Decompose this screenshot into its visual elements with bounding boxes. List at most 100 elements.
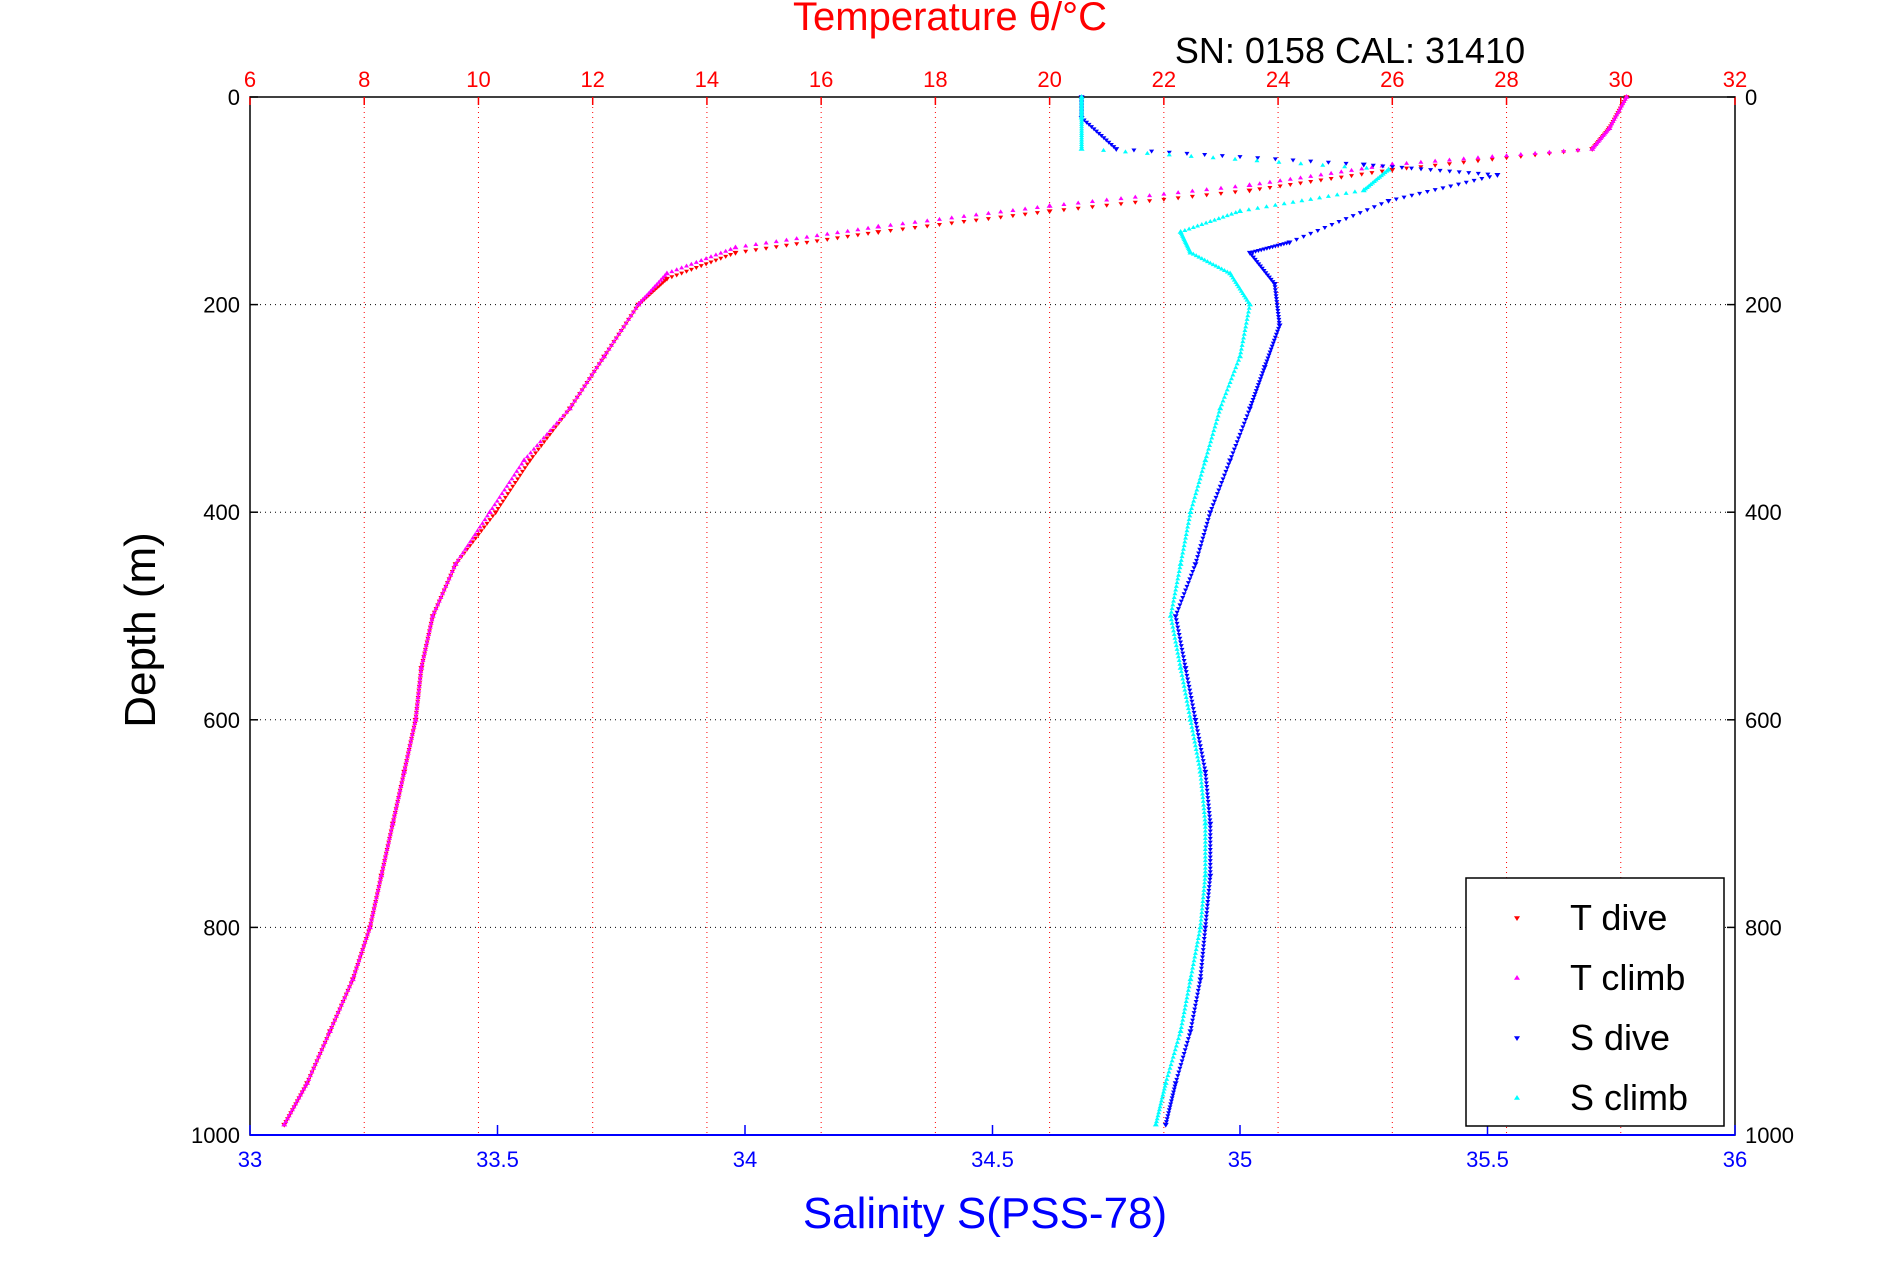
data-point-interp: [1154, 1116, 1160, 1121]
data-point-interp: [502, 495, 508, 500]
data-point-interp: [589, 372, 595, 377]
tick-label-salinity: 36: [1723, 1147, 1747, 1172]
data-point: [1046, 202, 1053, 208]
data-point-interp: [763, 240, 769, 245]
data-point: [1246, 301, 1253, 307]
data-point-interp: [396, 795, 401, 800]
data-point-interp: [834, 230, 840, 235]
data-point-interp: [1233, 210, 1239, 215]
data-point-interp: [1161, 1089, 1167, 1094]
data-point-interp: [1171, 1090, 1177, 1095]
data-point-interp: [1169, 1058, 1175, 1063]
data-point-interp: [406, 746, 412, 751]
data-point-interp: [1195, 936, 1201, 941]
data-point-interp: [912, 225, 918, 230]
data-point: [875, 223, 882, 229]
data-point-interp: [814, 239, 820, 244]
data-point-interp: [306, 1076, 312, 1081]
data-point-interp: [1202, 843, 1208, 848]
data-point-interp: [804, 234, 810, 239]
data-point-interp: [804, 240, 810, 245]
data-point-interp: [1418, 165, 1424, 170]
data-point-interp: [1198, 776, 1204, 781]
data-point-interp: [1079, 126, 1085, 131]
data-point-interp: [382, 854, 388, 859]
data-point-interp: [684, 269, 690, 274]
x-axis-label: Salinity S(PSS-78): [803, 1189, 1167, 1238]
data-point-interp: [1179, 554, 1185, 559]
data-point-interp: [1101, 147, 1107, 152]
data-point-interp: [307, 1073, 313, 1078]
data-point-interp: [1276, 314, 1282, 319]
data-point-interp: [1211, 428, 1217, 433]
data-point: [732, 244, 739, 250]
data-point-interp: [426, 632, 432, 637]
data-point-interp: [505, 492, 511, 497]
data-point-interp: [1166, 1069, 1172, 1074]
data-point-interp: [1308, 159, 1314, 164]
data-point-interp: [763, 246, 769, 251]
data-point-interp: [1204, 259, 1210, 264]
data-point-interp: [418, 672, 424, 677]
data-point-interp: [1315, 228, 1321, 233]
data-point-interp: [1010, 207, 1016, 212]
data-point-interp: [1184, 1040, 1190, 1045]
data-point-interp: [1301, 234, 1307, 239]
data-point: [1237, 208, 1243, 213]
data-point: [601, 353, 608, 359]
data-point-interp: [335, 1010, 341, 1015]
data-point-interp: [301, 1086, 307, 1091]
tick-label-temperature: 30: [1609, 67, 1633, 92]
data-point-interp: [1246, 207, 1252, 212]
data-point-interp: [639, 297, 645, 302]
data-point-interp: [1202, 832, 1208, 837]
data-point-interp: [1364, 165, 1370, 170]
data-point-interp: [1575, 147, 1581, 152]
data-point-interp: [1343, 217, 1349, 222]
data-point-interp: [1084, 120, 1090, 125]
data-point-interp: [1267, 350, 1273, 355]
data-point-interp: [1199, 256, 1205, 261]
tick-label-temperature: 26: [1380, 67, 1404, 92]
data-point-interp: [366, 928, 372, 933]
data-point-interp: [1106, 140, 1112, 145]
data-point-interp: [1189, 699, 1195, 704]
data-point-interp: [387, 832, 393, 837]
data-point-interp: [1210, 262, 1216, 267]
data-point-interp: [599, 357, 605, 362]
data-point-interp: [413, 713, 419, 718]
data-point-interp: [1186, 984, 1192, 989]
data-point-interp: [1250, 255, 1256, 260]
data-point-interp: [1389, 165, 1395, 170]
data-point-interp: [1239, 342, 1245, 347]
chart-title: Temperature θ/°C: [793, 0, 1107, 39]
data-point-interp: [1194, 996, 1200, 1001]
data-point-interp: [381, 861, 387, 866]
data-point-interp: [1180, 676, 1186, 681]
data-point-interp: [1224, 387, 1230, 392]
data-point-interp: [1308, 231, 1314, 236]
data-point-interp: [662, 273, 668, 278]
data-point-interp: [1191, 1011, 1197, 1016]
data-point-interp: [1261, 268, 1267, 273]
data-point-interp: [1369, 171, 1375, 176]
data-point-interp: [1191, 498, 1197, 503]
data-point-interp: [1271, 338, 1277, 343]
data-point-interp: [1198, 544, 1204, 549]
data-point-interp: [1240, 425, 1246, 430]
data-point-interp: [1177, 565, 1183, 570]
data-point-interp: [1204, 903, 1210, 908]
data-point-interp: [1243, 324, 1249, 329]
data-point-interp: [1201, 887, 1207, 892]
data-point-interp: [1197, 981, 1203, 986]
data-point: [1187, 509, 1194, 514]
data-point-interp: [1504, 153, 1510, 158]
data-point-interp: [1241, 335, 1247, 340]
data-point-interp: [1174, 621, 1180, 626]
data-point-interp: [1196, 736, 1202, 741]
data-point-interp: [1237, 155, 1243, 160]
data-point-interp: [541, 440, 547, 445]
data-point-interp: [1201, 762, 1207, 767]
data-point-interp: [1273, 297, 1279, 302]
data-point-interp: [1186, 709, 1192, 714]
